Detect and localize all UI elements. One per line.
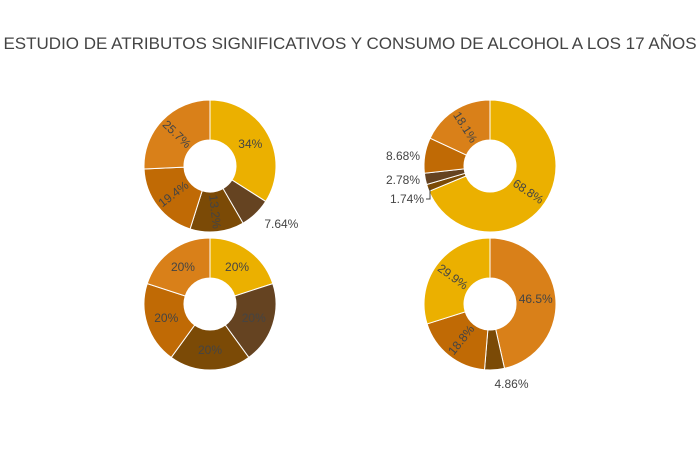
slice-label: 7.64% [264, 217, 298, 231]
slice-label: 20% [198, 343, 222, 357]
slice-label: 8.68% [386, 149, 420, 163]
donut-slice[interactable] [428, 99, 557, 233]
label-leader-line [426, 187, 431, 200]
donut-slice[interactable] [489, 237, 557, 369]
donut-slice[interactable] [209, 237, 274, 297]
donut-slice[interactable] [423, 237, 491, 325]
slice-label: 20% [225, 260, 249, 274]
chart-title: ESTUDIO DE ATRIBUTOS SIGNIFICATIVOS Y CO… [3, 34, 697, 53]
slice-label: 20% [171, 260, 195, 274]
donut-slice[interactable] [146, 237, 211, 297]
donut-chart-1: 34%7.64%13.2%19.4%25.7% [143, 99, 299, 233]
donut-slice[interactable] [143, 282, 196, 359]
slice-label: 1.74% [390, 192, 424, 206]
donut-slice[interactable] [209, 99, 277, 203]
donut-chart-4: 46.5%4.86%18.8%29.9% [423, 237, 557, 391]
slice-label: 2.78% [386, 173, 420, 187]
donut-slice[interactable] [429, 99, 491, 156]
donut-slice[interactable] [143, 99, 211, 170]
slice-label: 20% [242, 311, 266, 325]
slice-label: 34% [238, 137, 262, 151]
slice-label: 13.2% [206, 194, 224, 230]
slice-label: 20% [154, 311, 178, 325]
slice-label: 46.5% [519, 292, 553, 306]
donut-slice[interactable] [170, 324, 250, 371]
donut-slice[interactable] [224, 282, 277, 359]
donut-chart-3: 20% 20% 20% 20% 20% [143, 237, 277, 371]
donut-chart-2: 68.8%1.74%2.78%8.68%18.1% [386, 99, 557, 233]
slice-label: 4.86% [495, 377, 529, 391]
